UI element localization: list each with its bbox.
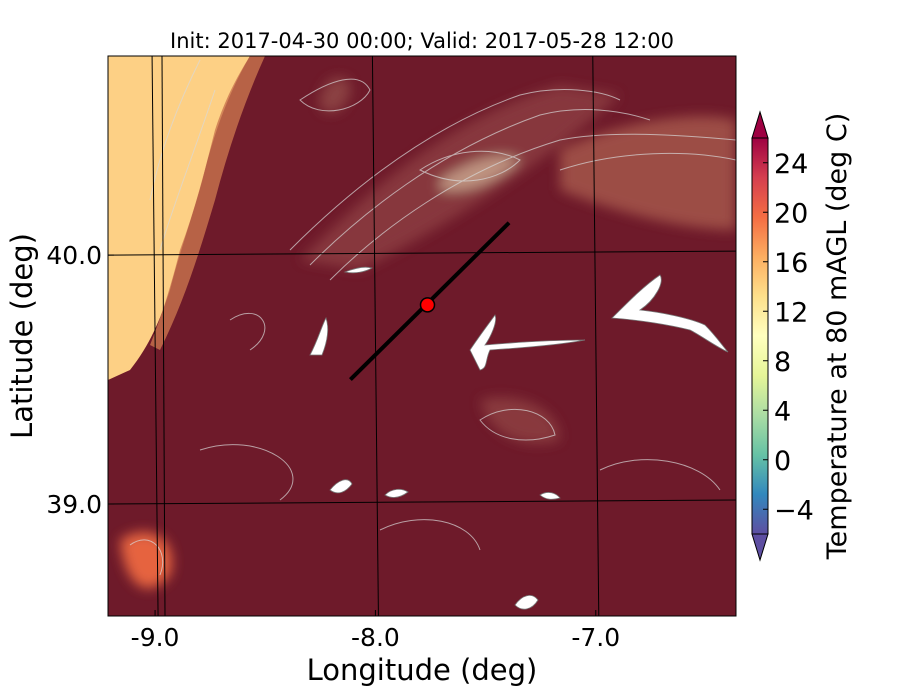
map-panel: [108, 56, 736, 616]
meridian-line-2: [592, 56, 600, 616]
colorbar-tick-label: 16: [774, 248, 808, 279]
meridian-line-extra: [161, 56, 166, 616]
parallel-line-1: [108, 250, 736, 256]
coastal-transition: [150, 56, 265, 350]
plot-title: Init: 2017-04-30 00:00; Valid: 2017-05-2…: [170, 29, 674, 53]
x-tick-label: -7.0: [571, 623, 620, 652]
colorbar-tick-label: −4: [774, 495, 814, 526]
meridian-line-1: [371, 56, 379, 616]
x-tick-label: -9.0: [131, 623, 180, 652]
colorbar-gradient: [751, 137, 769, 535]
parallel-line-0: [108, 499, 736, 505]
colorbar-ticks: −4 0 4 8 12 16 20 24: [763, 149, 814, 526]
colorbar-label: Temperature at 80 mAGL (deg C): [822, 113, 853, 561]
meridian-line-0: [151, 56, 159, 616]
x-tick-label: -8.0: [351, 623, 400, 652]
colorbar-extend-min: [751, 533, 769, 562]
y-tick-label: 40.0: [46, 241, 102, 270]
y-axis-label: Latitude (deg): [5, 233, 39, 439]
graticule: [108, 56, 736, 616]
colorbar: −4 0 4 8 12 16 20 24 Temperature at 80 mAGL (de…: [751, 110, 853, 562]
masked-terrain: [309, 266, 729, 610]
y-tick-label: 39.0: [46, 490, 102, 519]
colorbar-tick-label: 0: [774, 446, 791, 477]
coastal-cool-region: [108, 56, 250, 380]
map-frame: [107, 55, 737, 617]
colorbar-extend-max: [751, 110, 769, 139]
colorbar-tick-label: 4: [774, 396, 791, 427]
x-axis-ticks: -9.0 -8.0 -7.0: [131, 610, 620, 652]
warm-highland-regions: [120, 77, 736, 589]
contour-lines: [129, 59, 736, 576]
y-axis-ticks: 39.0 40.0: [46, 241, 114, 519]
x-axis-label: Longitude (deg): [307, 653, 538, 687]
colorbar-tick-label: 24: [774, 149, 808, 180]
colorbar-tick-label: 20: [774, 198, 808, 229]
colorbar-tick-label: 12: [774, 297, 808, 328]
site-marker: [419, 297, 436, 313]
colorbar-tick-label: 8: [774, 347, 791, 378]
